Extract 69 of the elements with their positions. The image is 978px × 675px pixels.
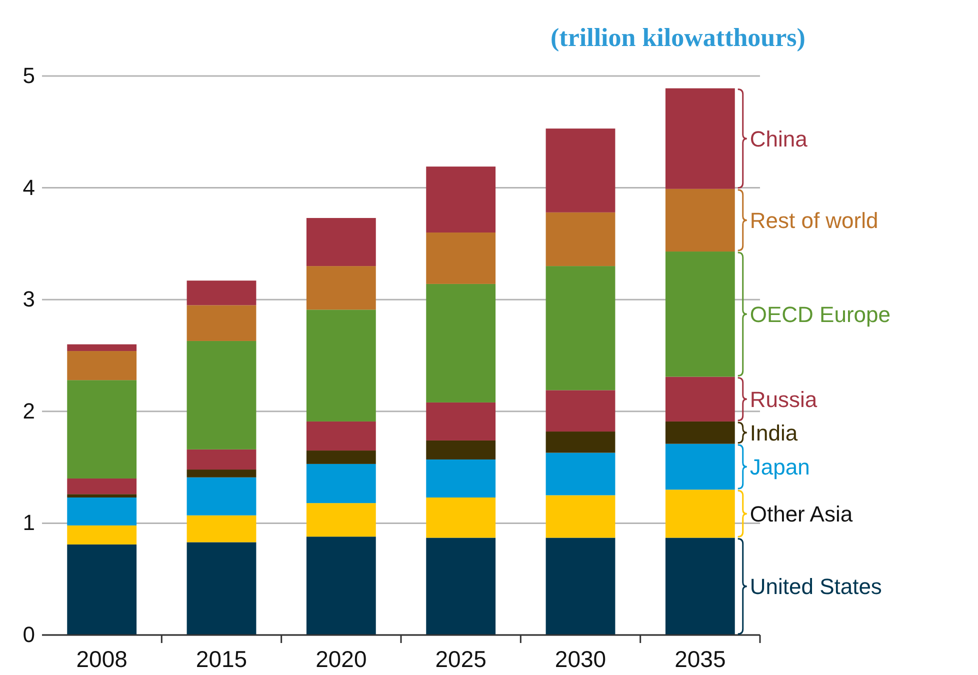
bar (67, 344, 137, 352)
bar (306, 450, 376, 464)
y-tick-label: 3 (22, 286, 35, 312)
bar (546, 495, 616, 538)
x-tick-label: 2008 (76, 646, 128, 672)
x-tick-label: 2030 (554, 646, 606, 672)
bar (665, 252, 735, 377)
bar (546, 266, 616, 390)
bar (426, 166, 496, 233)
legend-label: Japan (750, 454, 810, 480)
bar (665, 421, 735, 444)
bar (67, 497, 137, 526)
x-tick-label: 2020 (316, 646, 367, 672)
x-tick-label: 2015 (196, 646, 248, 672)
y-tick-label: 2 (22, 398, 35, 424)
bar (306, 421, 376, 451)
bar (665, 490, 735, 538)
bar (665, 88, 735, 189)
series-label: OECD Europe (750, 302, 890, 327)
bar (186, 470, 256, 478)
series-label: China (750, 126, 808, 152)
bar (67, 380, 137, 478)
chart-title: (trillion kilowatthours) (550, 23, 806, 52)
bar (546, 212, 616, 266)
bar (546, 128, 616, 212)
bar (665, 376, 735, 422)
bar (426, 232, 496, 284)
y-tick-label: 0 (22, 622, 35, 648)
bar (306, 536, 376, 635)
bar (67, 525, 137, 544)
bar (186, 515, 256, 542)
series-label: Rest of world (750, 208, 878, 233)
bar (546, 538, 616, 635)
bar (186, 449, 256, 470)
y-tick-label: 5 (22, 63, 35, 88)
bar (186, 542, 256, 635)
bar (186, 305, 256, 341)
bar (665, 188, 735, 252)
bar (426, 459, 496, 498)
legend-label: Other Asia (750, 501, 854, 526)
bar (67, 478, 137, 494)
bar (426, 402, 496, 440)
x-tick-label: 2035 (674, 646, 726, 672)
x-tick-label: 2025 (435, 646, 486, 672)
bar (426, 284, 496, 402)
bar (306, 503, 376, 537)
bar (306, 266, 376, 310)
y-tick-label: 4 (22, 174, 35, 200)
bar (546, 432, 616, 453)
bar (306, 218, 376, 266)
legend-label: India (750, 420, 798, 446)
bar (67, 351, 137, 380)
bar (67, 544, 137, 635)
bar (665, 444, 735, 490)
bar (426, 497, 496, 538)
bar (306, 464, 376, 504)
y-tick-label: 1 (22, 510, 35, 536)
bar (546, 390, 616, 432)
bar (426, 440, 496, 460)
bar (186, 340, 256, 450)
bar (546, 452, 616, 496)
bar (426, 538, 496, 635)
bar (306, 310, 376, 422)
bar (67, 494, 137, 498)
legend-label: Russia (750, 386, 818, 412)
bar (186, 477, 256, 516)
bar (665, 538, 735, 635)
bar (186, 280, 256, 306)
series-label: United States (750, 574, 882, 600)
